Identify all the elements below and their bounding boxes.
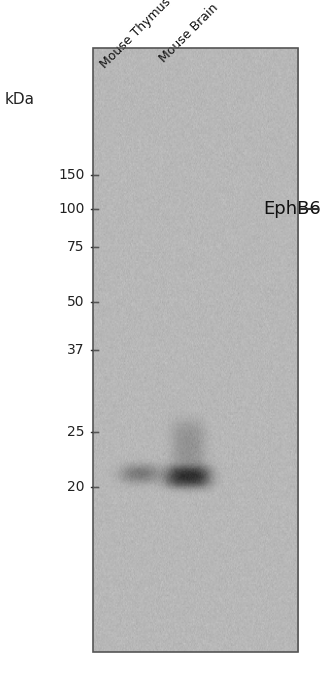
Text: 50: 50 [67,295,84,309]
Text: 25: 25 [67,425,84,439]
Text: Mouse Thymus: Mouse Thymus [98,0,174,71]
Text: Mouse Brain: Mouse Brain [157,1,221,65]
Text: 100: 100 [58,202,84,216]
Text: kDa: kDa [5,92,35,107]
Text: 20: 20 [67,480,84,494]
Text: 37: 37 [67,343,84,357]
Text: 150: 150 [58,168,84,182]
Text: 75: 75 [67,240,84,254]
Bar [93,48,298,652]
Text: EphB6: EphB6 [263,200,321,218]
